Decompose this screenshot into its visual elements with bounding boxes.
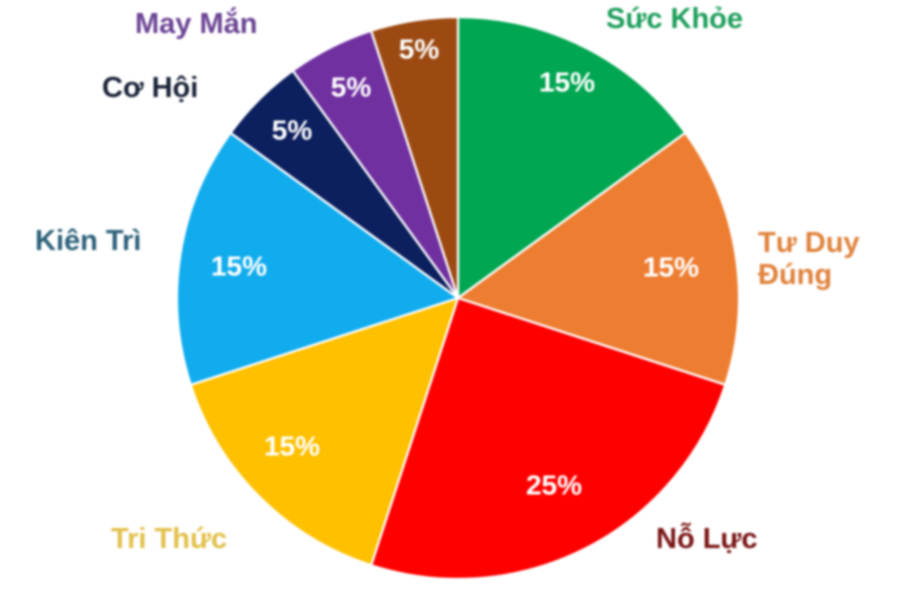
svg-text:Kiên Trì: Kiên Trì xyxy=(35,225,141,257)
svg-text:15%: 15% xyxy=(211,250,267,281)
svg-text:25%: 25% xyxy=(526,469,582,500)
svg-text:15%: 15% xyxy=(264,430,320,461)
svg-text:Nỗ Lực: Nỗ Lực xyxy=(656,521,758,555)
svg-text:5%: 5% xyxy=(399,33,440,64)
svg-text:5%: 5% xyxy=(331,71,372,102)
svg-text:5%: 5% xyxy=(272,114,313,145)
svg-text:Đúng: Đúng xyxy=(758,259,832,291)
svg-text:Tư Duy: Tư Duy xyxy=(758,227,860,259)
svg-text:May Mắn: May Mắn xyxy=(135,6,257,40)
svg-text:15%: 15% xyxy=(643,251,699,282)
svg-text:Sức Khỏe: Sức Khỏe xyxy=(606,3,743,35)
svg-text:Tri Thức: Tri Thức xyxy=(111,523,227,555)
svg-text:Cơ Hội: Cơ Hội xyxy=(102,72,198,104)
svg-text:15%: 15% xyxy=(539,66,595,97)
